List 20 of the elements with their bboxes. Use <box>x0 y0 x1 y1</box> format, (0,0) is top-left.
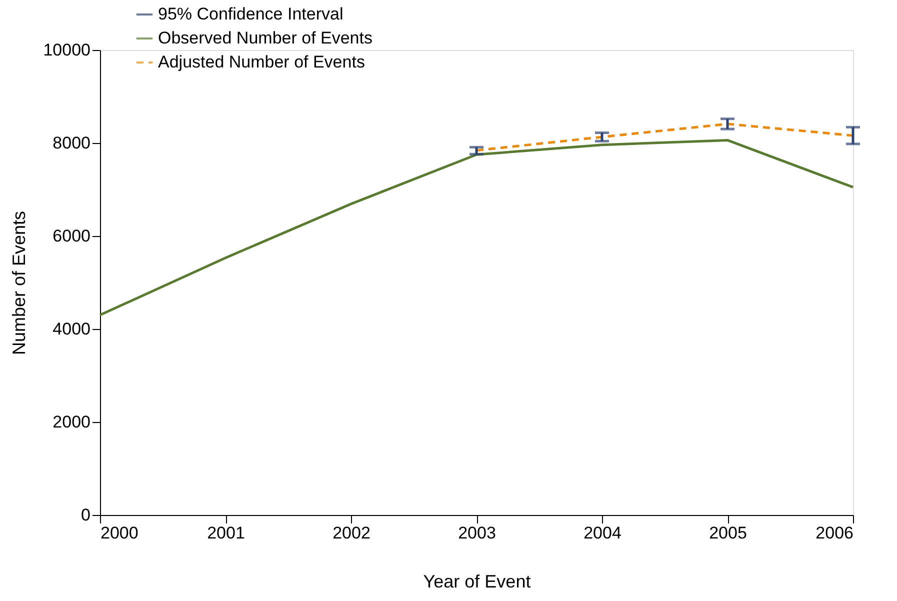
x-tick-label: 2003 <box>458 524 496 542</box>
y-tick-label: 4000 <box>52 320 90 338</box>
x-tick-label: 2006 <box>816 524 854 542</box>
x-tick-label: 2002 <box>332 524 370 542</box>
y-axis-title: Number of Events <box>9 210 30 356</box>
x-tick-label: 2000 <box>100 524 138 542</box>
text: 95% Confidence Interval <box>158 4 344 24</box>
y-tick-label: 10000 <box>43 40 90 60</box>
y-tick-label: 0 <box>81 506 90 524</box>
x-tick-label: 2004 <box>584 524 622 542</box>
y-tick-label: 6000 <box>52 226 90 246</box>
legend-label: Adjusted Number of Events <box>158 52 365 72</box>
line-series <box>475 122 854 152</box>
x-axis-title: Year of Event <box>423 572 531 592</box>
y-tick-label: 8000 <box>52 134 90 152</box>
legend-label: Observed Number of Events <box>158 28 372 48</box>
x-tick-label: 2005 <box>709 524 747 542</box>
line-series <box>98 138 854 316</box>
y-tick-label: 2000 <box>52 412 90 432</box>
x-tick-label: 2001 <box>207 524 245 542</box>
